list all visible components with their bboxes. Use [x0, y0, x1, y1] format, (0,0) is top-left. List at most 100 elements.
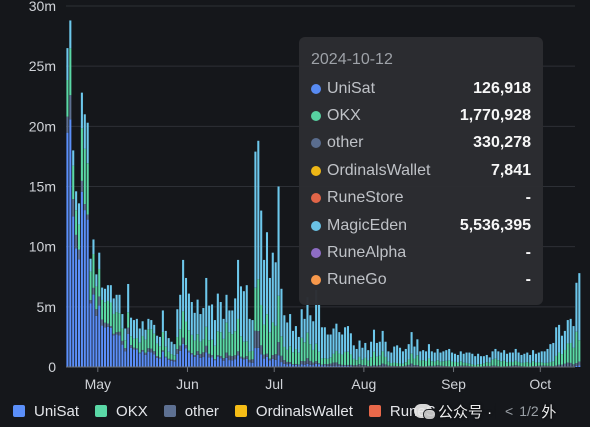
bar-stack[interactable] [537, 352, 540, 367]
bar-stack[interactable] [315, 289, 318, 367]
bar-stack[interactable] [109, 285, 112, 367]
bar-stack[interactable] [416, 339, 419, 367]
bar-stack[interactable] [367, 350, 370, 367]
bar-stack[interactable] [346, 326, 350, 367]
bar-stack[interactable] [520, 354, 523, 367]
bar-stack[interactable] [280, 288, 283, 367]
bar-stack[interactable] [370, 341, 373, 367]
bar-stack[interactable] [182, 259, 185, 367]
bar-stack[interactable] [184, 277, 188, 367]
bar-stack[interactable] [248, 318, 251, 367]
bar-stack[interactable] [494, 348, 497, 367]
bar-stack[interactable] [80, 92, 83, 367]
bar-stack[interactable] [482, 356, 485, 367]
bar-stack[interactable] [436, 348, 439, 367]
bar-stack[interactable] [555, 327, 558, 367]
bar-stack[interactable] [309, 315, 312, 367]
bar-stack[interactable] [118, 294, 121, 367]
bar-stack[interactable] [115, 294, 118, 367]
bar-stack[interactable] [500, 352, 503, 367]
bar-stack[interactable] [355, 348, 358, 367]
bar-stack[interactable] [187, 293, 190, 367]
bar-stack[interactable] [83, 114, 86, 367]
bar-stack[interactable] [130, 317, 133, 367]
bar-stack[interactable] [384, 341, 387, 367]
bar-stack[interactable] [526, 352, 529, 367]
bar-stack[interactable] [193, 312, 196, 367]
bar-stack[interactable] [274, 262, 277, 367]
bar-stack[interactable] [401, 351, 404, 367]
bar-stack[interactable] [543, 351, 546, 367]
bar-stack[interactable] [361, 347, 364, 367]
bar-stack[interactable] [349, 333, 352, 367]
bar-stack[interactable] [199, 314, 202, 367]
bar-stack[interactable] [474, 356, 477, 367]
bar-stack[interactable] [161, 310, 164, 367]
bar-stack[interactable] [387, 351, 390, 367]
bar-stack[interactable] [503, 350, 506, 367]
bar-stack[interactable] [219, 302, 222, 367]
bar-stack[interactable] [265, 232, 269, 367]
bar-stack[interactable] [422, 350, 425, 367]
bar-stack[interactable] [364, 342, 367, 367]
bar-stack[interactable] [462, 353, 465, 367]
bar-stack[interactable] [404, 348, 407, 367]
bar-stack[interactable] [390, 352, 393, 367]
bar-stack[interactable] [176, 309, 179, 367]
bar-stack[interactable] [150, 320, 153, 367]
bar-stack[interactable] [407, 344, 410, 367]
bar-stack[interactable] [375, 342, 378, 367]
bar-stack[interactable] [344, 327, 347, 367]
bar-stack[interactable] [101, 287, 104, 367]
bar-stack[interactable] [216, 293, 219, 367]
bar-stack[interactable] [540, 351, 543, 367]
bar-stack[interactable] [479, 356, 483, 367]
bar-stack[interactable] [225, 294, 228, 367]
bar-stack[interactable] [335, 323, 338, 367]
bar-stack[interactable] [260, 210, 263, 367]
bar-stack[interactable] [396, 345, 399, 367]
bar-stack[interactable] [558, 324, 561, 367]
bar-stack[interactable] [378, 341, 381, 367]
bar-stack[interactable] [505, 353, 509, 367]
bar-stack[interactable] [578, 273, 581, 367]
bar-stack[interactable] [132, 320, 135, 367]
bar-stack[interactable] [300, 309, 303, 367]
legend-item[interactable]: UniSat [13, 403, 79, 420]
bar-stack[interactable] [121, 314, 124, 367]
bar-stack[interactable] [237, 259, 240, 367]
bar-stack[interactable] [135, 318, 138, 367]
bar-stack[interactable] [86, 122, 89, 367]
bar-stack[interactable] [239, 286, 242, 367]
bar-stack[interactable] [112, 298, 115, 367]
bar-stack[interactable] [257, 140, 260, 367]
bar-stack[interactable] [106, 285, 109, 367]
bar-stack[interactable] [294, 326, 297, 367]
bar-stack[interactable] [529, 354, 532, 367]
bar-stack[interactable] [477, 353, 480, 367]
bar-stack[interactable] [156, 335, 159, 367]
bar-stack[interactable] [572, 326, 575, 367]
bar-stack[interactable] [103, 288, 107, 367]
bar-stack[interactable] [410, 332, 413, 367]
bar-stack[interactable] [202, 308, 205, 367]
bar-stack[interactable] [358, 340, 361, 367]
bar-stack[interactable] [289, 314, 292, 367]
bar-stack[interactable] [127, 283, 130, 367]
bar-stack[interactable] [442, 351, 445, 367]
bar-stack[interactable] [69, 20, 72, 367]
bar-stack[interactable] [95, 274, 98, 367]
bar-stack[interactable] [213, 320, 216, 367]
bar-stack[interactable] [332, 328, 335, 367]
bar-stack[interactable] [398, 347, 402, 367]
bar-stack[interactable] [329, 334, 332, 367]
bar-stack[interactable] [297, 336, 300, 367]
bar-stack[interactable] [451, 352, 454, 367]
bar-stack[interactable] [268, 277, 271, 367]
bar-stack[interactable] [514, 348, 517, 367]
bar-stack[interactable] [459, 351, 462, 367]
bar-stack[interactable] [372, 329, 376, 367]
bar-stack[interactable] [234, 298, 237, 367]
bar-stack[interactable] [471, 353, 474, 367]
bar-stack[interactable] [141, 321, 144, 367]
